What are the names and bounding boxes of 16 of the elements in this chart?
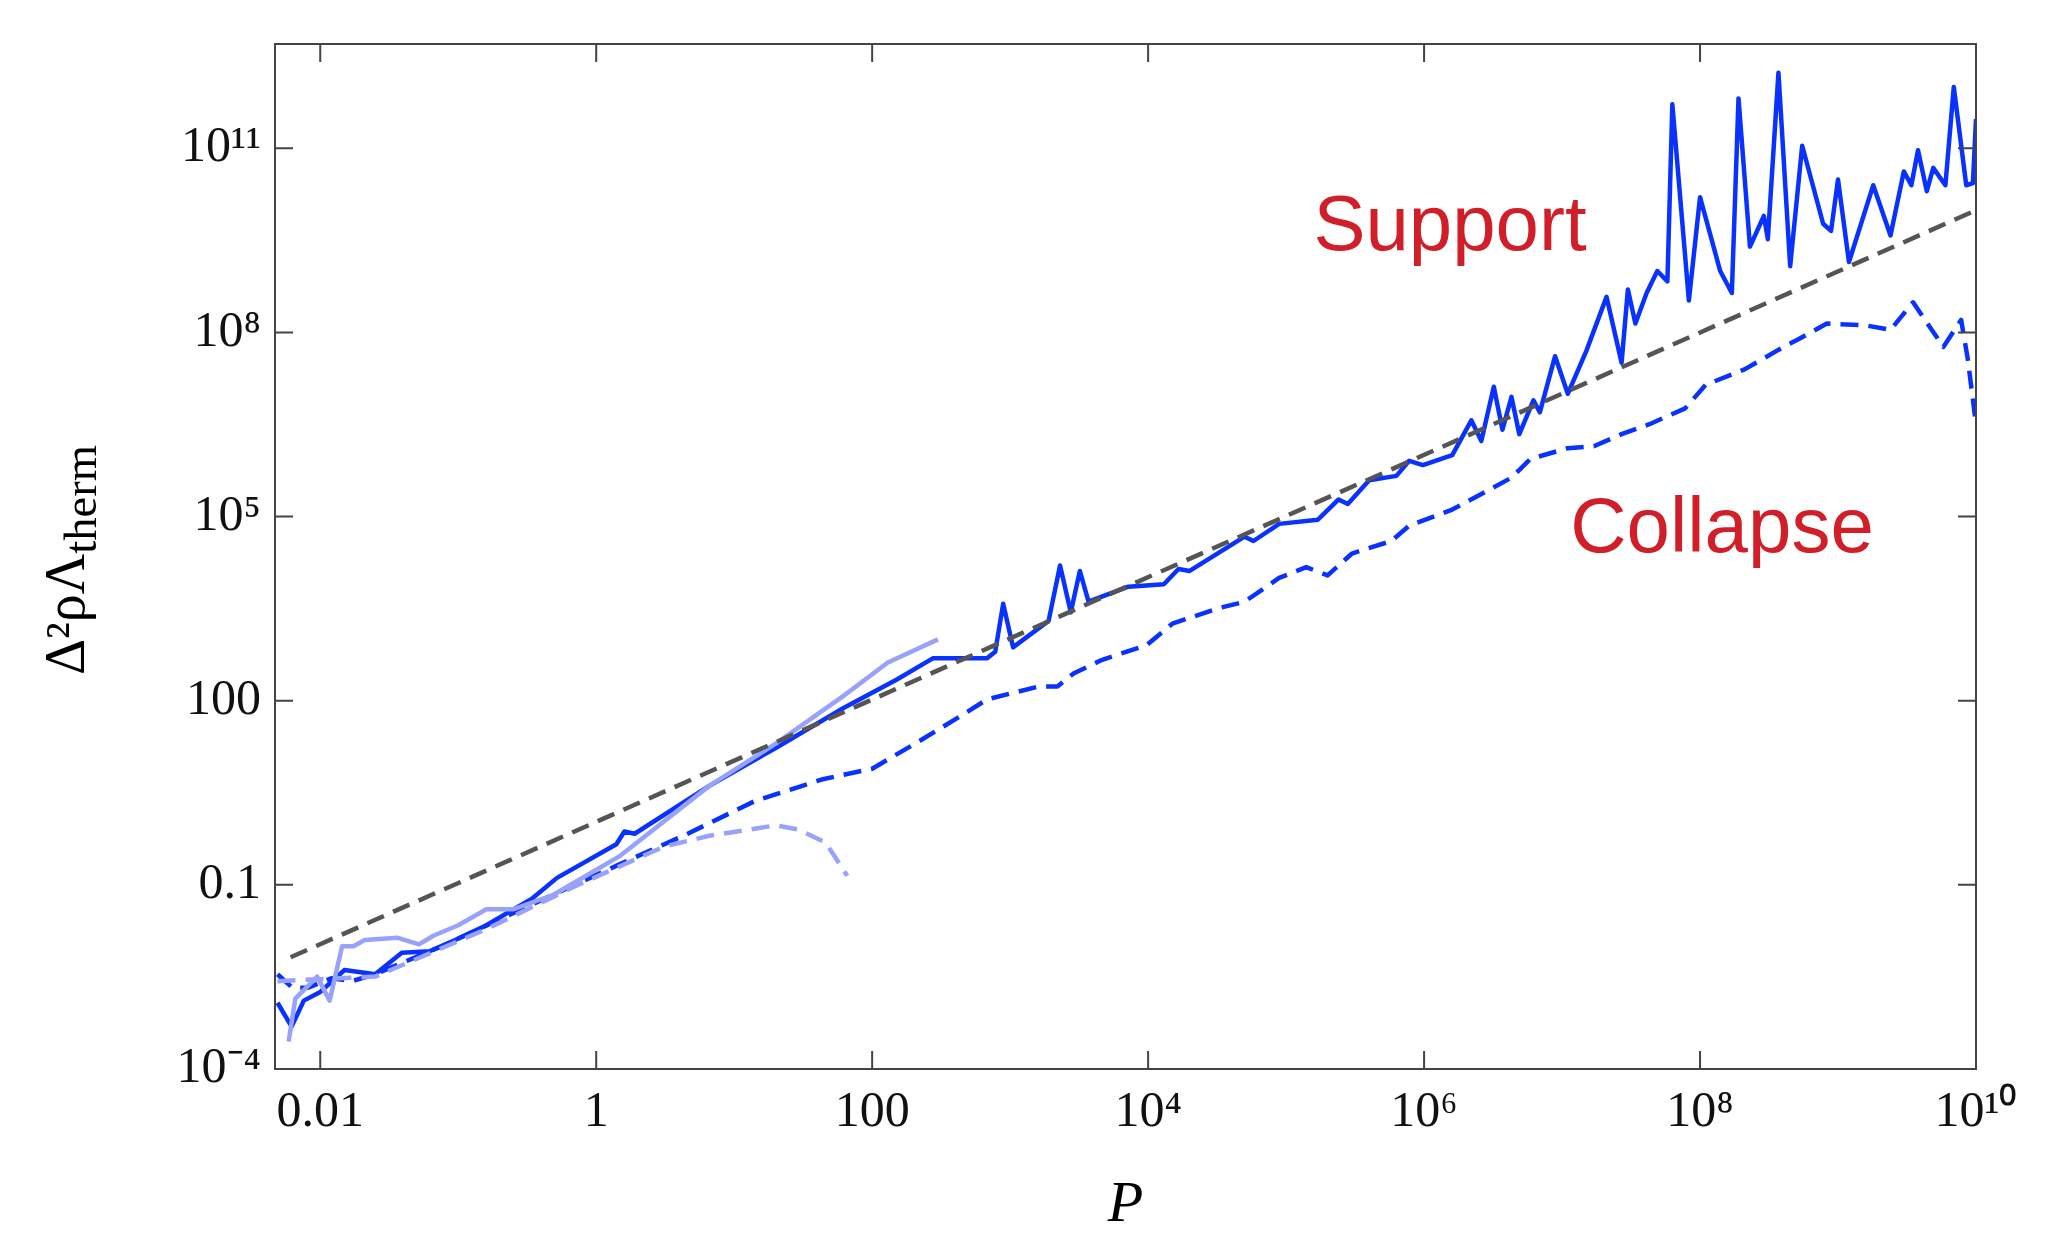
y-tick-label: 10¹¹ xyxy=(181,116,261,173)
y-tick-label: 10⁸ xyxy=(193,300,261,357)
annotation: Collapse xyxy=(1570,480,1874,569)
y-tick-label: 10⁵ xyxy=(193,484,261,541)
x-axis-title: P xyxy=(1106,1168,1145,1235)
x-tick-label: 10⁴ xyxy=(1114,1081,1182,1138)
y-tick-label: 0.1 xyxy=(198,852,261,909)
x-tick-label: 10¹⁰ xyxy=(1934,1081,2018,1138)
x-tick-label: 10⁸ xyxy=(1666,1081,1734,1138)
x-tick-label: 1 xyxy=(583,1081,609,1138)
x-tick-label: 0.01 xyxy=(276,1081,364,1138)
y-tick-label: 100 xyxy=(186,668,261,725)
x-tick-label: 10⁶ xyxy=(1390,1081,1458,1138)
annotation: Support xyxy=(1313,178,1587,267)
y-tick-label: 10⁻⁴ xyxy=(176,1037,261,1094)
x-tick-label: 100 xyxy=(834,1081,910,1138)
